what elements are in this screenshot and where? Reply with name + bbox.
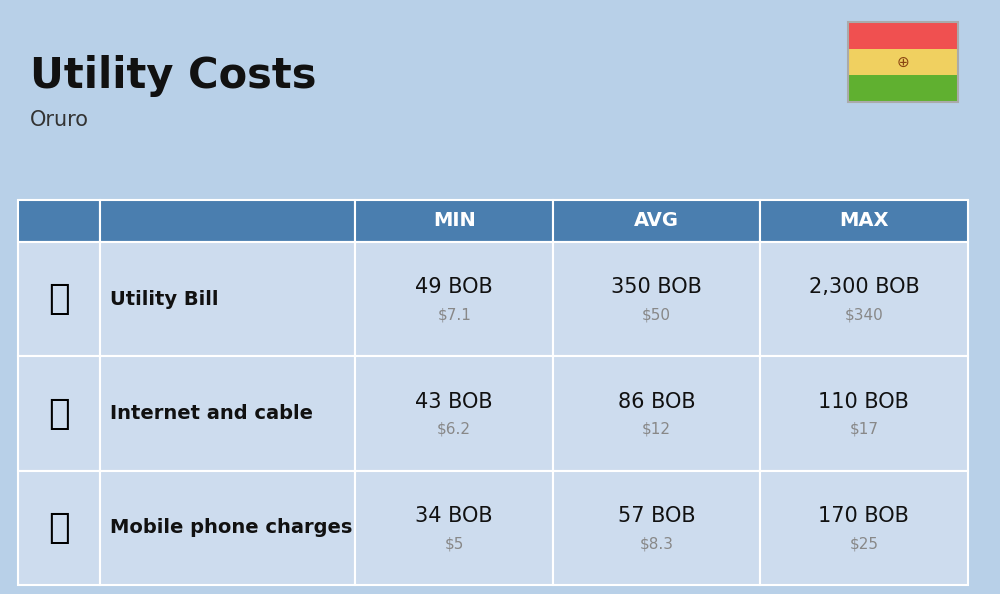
Bar xyxy=(848,49,958,75)
Bar xyxy=(355,242,553,356)
Text: 🔌: 🔌 xyxy=(48,282,70,316)
Text: 350 BOB: 350 BOB xyxy=(611,277,702,297)
Text: 110 BOB: 110 BOB xyxy=(818,391,909,412)
Text: $7.1: $7.1 xyxy=(437,308,471,323)
Text: $17: $17 xyxy=(849,422,878,437)
Text: $6.2: $6.2 xyxy=(437,422,471,437)
Text: 86 BOB: 86 BOB xyxy=(618,391,695,412)
Bar xyxy=(355,470,553,585)
Text: $8.3: $8.3 xyxy=(640,536,674,551)
Text: Utility Bill: Utility Bill xyxy=(110,290,218,309)
Bar xyxy=(355,200,553,242)
Text: $25: $25 xyxy=(849,536,878,551)
Text: MAX: MAX xyxy=(839,211,889,230)
Text: 49 BOB: 49 BOB xyxy=(415,277,493,297)
Text: Oruro: Oruro xyxy=(30,110,89,130)
Text: $12: $12 xyxy=(642,422,671,437)
Bar xyxy=(760,356,968,470)
Bar xyxy=(553,356,760,470)
Text: $340: $340 xyxy=(845,308,883,323)
Text: $50: $50 xyxy=(642,308,671,323)
Bar xyxy=(553,242,760,356)
Bar xyxy=(760,470,968,585)
Bar xyxy=(848,22,958,102)
Text: $5: $5 xyxy=(445,536,464,551)
Bar xyxy=(355,356,553,470)
Text: Utility Costs: Utility Costs xyxy=(30,55,316,97)
Bar xyxy=(553,200,760,242)
Text: 170 BOB: 170 BOB xyxy=(818,506,909,526)
Text: 34 BOB: 34 BOB xyxy=(415,506,493,526)
Bar xyxy=(760,200,968,242)
Bar xyxy=(18,200,100,242)
Text: Mobile phone charges: Mobile phone charges xyxy=(110,519,352,538)
Bar xyxy=(848,75,958,102)
Bar xyxy=(100,470,355,585)
Text: 2,300 BOB: 2,300 BOB xyxy=(809,277,919,297)
Text: 57 BOB: 57 BOB xyxy=(618,506,695,526)
Bar xyxy=(100,200,355,242)
Bar xyxy=(18,242,100,356)
Bar xyxy=(553,470,760,585)
Bar xyxy=(18,470,100,585)
Text: 📱: 📱 xyxy=(48,511,70,545)
Bar xyxy=(100,242,355,356)
Text: Internet and cable: Internet and cable xyxy=(110,404,313,423)
Bar xyxy=(760,242,968,356)
Text: MIN: MIN xyxy=(433,211,476,230)
Text: AVG: AVG xyxy=(634,211,679,230)
Bar xyxy=(18,356,100,470)
Text: 43 BOB: 43 BOB xyxy=(415,391,493,412)
Bar xyxy=(100,356,355,470)
Text: 📡: 📡 xyxy=(48,397,70,431)
Bar xyxy=(848,22,958,49)
Text: ⊕: ⊕ xyxy=(897,55,909,69)
